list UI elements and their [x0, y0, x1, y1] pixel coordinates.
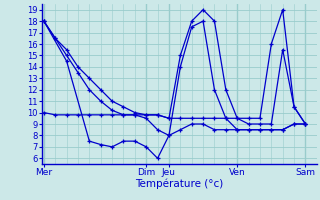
- X-axis label: Température (°c): Température (°c): [135, 179, 223, 189]
